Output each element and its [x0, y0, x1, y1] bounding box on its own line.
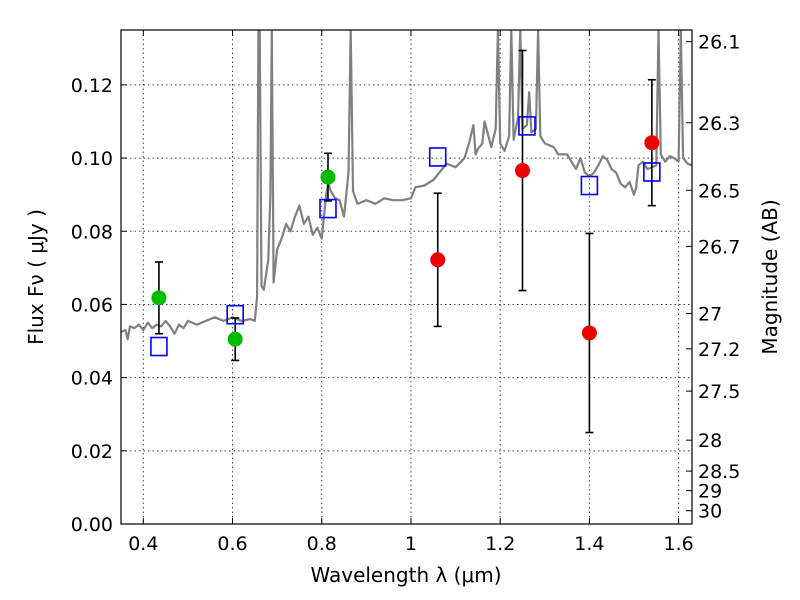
y2-tick-label: 30: [698, 501, 722, 523]
observed-point-red: [514, 163, 530, 179]
model-photometry-square: [226, 304, 244, 325]
y2-tick-label: 28: [698, 430, 722, 452]
observed-point-red: [644, 135, 660, 151]
model-photometry-square: [580, 175, 599, 196]
axes: 0.4 0.6 0.8 1 1.2 1.4 1.6 0.00 0.02 0.04 0.06 0.08 0…: [71, 30, 740, 555]
observed-point-red: [581, 325, 597, 341]
plot-background: [121, 30, 692, 524]
y2-tick-label: 26.7: [698, 236, 740, 258]
y-tick-label: 0.06: [71, 294, 113, 316]
y-axis-title: Flux Fν ( μJy ): [24, 209, 48, 345]
y2-tick-label: 28.5: [698, 461, 740, 483]
y2-tick-label: 29: [698, 481, 722, 503]
y-tick-label: 0.02: [71, 441, 113, 463]
y2-tick-label: 26.3: [698, 113, 740, 135]
y-tick-label: 0.04: [71, 368, 113, 390]
observed-point-red: [430, 252, 446, 268]
x-tick-label: 1: [405, 533, 417, 555]
y-tick-label: 0.08: [71, 221, 113, 243]
y2-tick-label: 27.5: [698, 381, 740, 403]
y-tick-label: 0.12: [71, 75, 113, 97]
y2-axis-title: Magnitude (AB): [758, 199, 782, 354]
y-tick-label: 0.10: [71, 148, 113, 170]
model-photometry-square: [150, 336, 168, 357]
observed-point-green: [320, 169, 336, 185]
plot-frame: [120, 29, 693, 525]
x-tick-label: 1.4: [574, 533, 604, 555]
y2-tick-label: 26.1: [698, 32, 740, 54]
model-spectrum-line: [121, 30, 692, 341]
model-photometry-square: [319, 198, 337, 219]
x-axis-title: Wavelength λ (μm): [310, 563, 501, 587]
x-tick-label: 0.8: [307, 533, 337, 555]
x-tick-label: 0.6: [217, 533, 247, 555]
observed-point-green: [151, 290, 167, 306]
x-tick-label: 1.2: [485, 533, 515, 555]
y-tick-label: 0.00: [71, 514, 113, 536]
y2-tick-label: 26.5: [698, 180, 740, 202]
model-photometry-square: [643, 162, 661, 182]
y2-tick-label: 27: [698, 303, 722, 325]
observed-point-green: [227, 331, 243, 347]
model-photometry-square: [518, 116, 536, 136]
x-tick-label: 1.6: [664, 533, 694, 555]
y2-tick-label: 27.2: [698, 339, 740, 361]
marker-layer: [150, 49, 661, 434]
x-tick-label: 0.4: [128, 533, 158, 555]
model-photometry-square: [428, 147, 447, 167]
data-layer: [121, 30, 692, 341]
